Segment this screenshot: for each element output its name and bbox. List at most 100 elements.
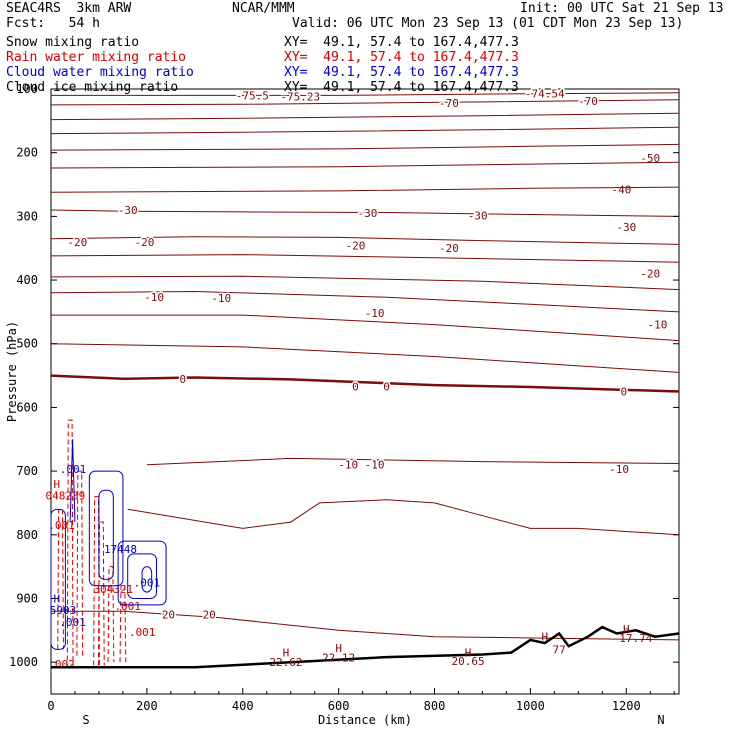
north-end-label: N	[657, 713, 664, 727]
isotherm-label: -30	[357, 207, 377, 220]
isotherm-line	[50, 186, 680, 193]
field-xy-snow: XY= 49.1, 57.4 to 167.4,477.3	[284, 35, 519, 50]
x-tick-label: 200	[136, 699, 158, 713]
isotherm-line	[51, 314, 680, 342]
isotherm-line	[50, 236, 680, 245]
isotherm-label: -75.23	[280, 91, 320, 104]
isotherm-label: -10	[338, 459, 358, 472]
y-tick-label: 600	[16, 400, 38, 414]
isotherm-label: -10	[647, 319, 667, 332]
surface-label: H	[541, 631, 548, 644]
model-name: SEAC4RS 3km ARW	[6, 1, 132, 16]
isotherm-label: -75.5	[236, 89, 269, 102]
cloud-water-contour	[141, 566, 153, 593]
isotherm-line	[50, 99, 680, 106]
isotherm-line	[127, 499, 680, 536]
field-xy-rain: XY= 49.1, 57.4 to 167.4,477.3	[284, 50, 519, 65]
isotherm-label: -10	[365, 459, 385, 472]
isotherm-line	[51, 610, 680, 641]
y-tick-label: 800	[16, 528, 38, 542]
rain-water-label: .001	[114, 600, 141, 613]
isotherm-label: -10	[365, 307, 385, 320]
isotherm-line	[50, 254, 680, 263]
terrain-surface	[51, 625, 680, 669]
cloud-water-contour	[50, 508, 66, 650]
cloud-water-contour	[69, 439, 76, 523]
surface-label: H	[465, 647, 472, 660]
isotherm-label: 0	[352, 380, 359, 393]
rain-water-label: H	[53, 478, 60, 491]
rain-water-contour	[66, 419, 74, 669]
isotherm-line	[146, 457, 680, 466]
isotherm-label: -30	[468, 210, 488, 223]
rain-water-label: .001	[48, 519, 75, 532]
forecast-hour: Fcst: 54 h	[6, 16, 100, 31]
x-tick-label: 600	[328, 699, 350, 713]
field-xy-cloud-ice: XY= 49.1, 57.4 to 167.4,477.3	[284, 80, 519, 95]
cloud-water-label: 5903	[50, 604, 77, 617]
y-tick-label: 300	[16, 209, 38, 223]
y-tick-label: 400	[16, 273, 38, 287]
y-tick-label: 200	[16, 146, 38, 160]
field-label-cloud-ice: Cloud ice mixing ratio	[6, 80, 179, 95]
y-tick-label: 700	[16, 464, 38, 478]
rain-water-label: 048239	[46, 489, 86, 502]
isotherm-line	[50, 290, 680, 313]
init-time: Init: 00 UTC Sat 21 Sep 13	[520, 1, 724, 16]
isotherm-line	[50, 374, 680, 393]
rain-water-label: .002	[48, 658, 75, 671]
cloud-water-label: 17448	[104, 543, 137, 556]
x-tick-label: 1000	[516, 699, 545, 713]
valid-time: Valid: 06 UTC Mon 23 Sep 13 (01 CDT Mon …	[292, 16, 684, 31]
field-label-cloud-water: Cloud water mixing ratio	[6, 65, 194, 80]
cloud-water-contour	[117, 540, 167, 606]
cloud-water-label: .001	[59, 616, 86, 629]
south-end-label: S	[82, 713, 89, 727]
cloud-water-contour	[127, 553, 157, 599]
surface-label: 17.74	[619, 632, 652, 645]
field-label-snow: Snow mixing ratio	[6, 35, 140, 50]
surface-label: 22.12	[322, 652, 355, 665]
rain-water-contour	[97, 521, 105, 666]
field-label-rain: Rain water mixing ratio	[6, 50, 187, 65]
isotherm-label: -70	[439, 97, 459, 110]
isotherm-label: -70	[578, 95, 598, 108]
plot-frame	[50, 88, 680, 695]
y-tick-label: 100	[16, 82, 38, 96]
x-tick-label: 0	[47, 699, 54, 713]
isotherm-label: -20	[135, 236, 155, 249]
isotherm-line	[50, 112, 680, 121]
x-tick-label: 800	[424, 699, 446, 713]
surface-label: 22.62	[269, 656, 302, 669]
isotherm-label: 20	[162, 608, 175, 621]
isotherm-label: -74.54	[525, 87, 565, 100]
cloud-water-label: .001	[60, 463, 87, 476]
isotherm-label: -10	[144, 291, 164, 304]
y-tick-label: 1000	[9, 655, 38, 669]
surface-label: 20.65	[452, 655, 485, 668]
org-name: NCAR/MMM	[232, 1, 295, 16]
isotherm-line	[50, 143, 680, 151]
isotherm-label: -20	[345, 240, 365, 253]
isotherm-label: -20	[439, 242, 459, 255]
isotherm-label: 0	[621, 386, 628, 399]
isotherm-label: -10	[609, 463, 629, 476]
x-axis-label: Distance (km)	[318, 713, 412, 727]
isotherm-line	[51, 92, 680, 96]
y-tick-label: 900	[16, 591, 38, 605]
isotherm-label: 20	[203, 608, 216, 621]
isotherm-label: -20	[640, 268, 660, 281]
rain-water-contour	[119, 585, 127, 663]
isotherm-line	[50, 126, 680, 135]
isotherm-label: 0	[383, 380, 390, 393]
isotherm-line	[50, 343, 680, 373]
isotherm-label: -40	[612, 184, 632, 197]
isotherm-label: -30	[616, 221, 636, 234]
rain-water-label: .001	[129, 626, 156, 639]
surface-label: H	[283, 647, 290, 660]
cloud-water-contour	[88, 470, 124, 587]
y-axis-label: Pressure (hPa)	[5, 321, 19, 422]
field-xy-cloud-water: XY= 49.1, 57.4 to 167.4,477.3	[284, 65, 519, 80]
y-tick-label: 500	[16, 337, 38, 351]
